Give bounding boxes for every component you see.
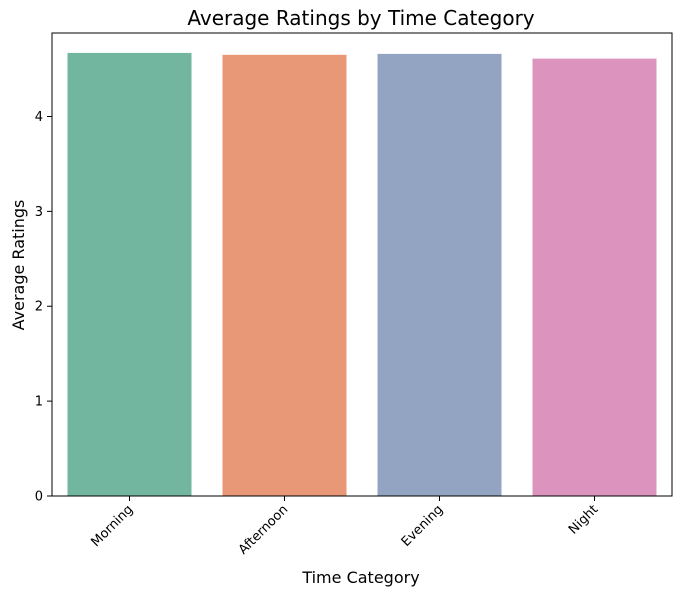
y-axis-label: Average Ratings xyxy=(9,200,28,331)
x-axis: Morning Afternoon Evening Night xyxy=(88,496,601,558)
x-tick-label-night: Night xyxy=(566,502,601,537)
y-tick-label: 4 xyxy=(35,110,43,125)
x-tick-label-afternoon: Afternoon xyxy=(236,502,291,557)
bar-morning xyxy=(67,52,192,496)
x-tick-label-evening: Evening xyxy=(399,502,447,550)
y-tick-label: 2 xyxy=(35,300,43,315)
bars-layer xyxy=(67,52,657,497)
y-tick-label: 1 xyxy=(35,395,43,410)
x-axis-label: Time Category xyxy=(301,568,419,587)
bar-night xyxy=(532,58,657,497)
y-tick-label: 0 xyxy=(35,490,43,505)
chart-title: Average Ratings by Time Category xyxy=(187,6,534,30)
plot-frame xyxy=(51,32,673,497)
bar-afternoon xyxy=(222,54,347,497)
y-axis: 0 1 2 3 4 xyxy=(35,110,52,505)
y-tick-label: 3 xyxy=(35,205,43,220)
bar-evening xyxy=(377,53,502,496)
x-tick-label-morning: Morning xyxy=(88,502,136,550)
